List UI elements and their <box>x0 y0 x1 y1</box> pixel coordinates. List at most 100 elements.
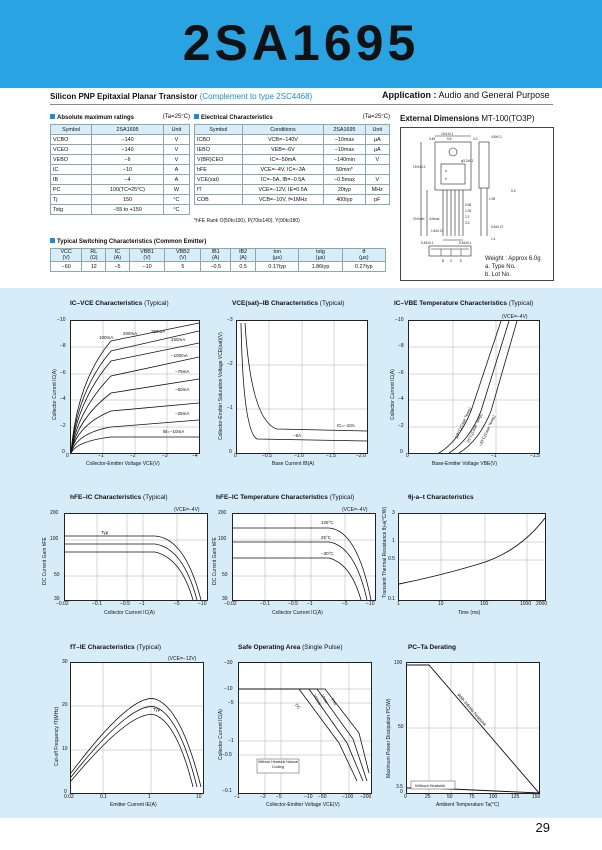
abs-max-cell: Tstg <box>49 204 93 215</box>
c4-label-0: Typ <box>101 530 109 535</box>
chart7-panel: Typ <box>70 662 204 794</box>
switching-header-cell: VCC (V) <box>49 248 83 262</box>
elec-cell: pF <box>364 194 391 205</box>
c1-ytick-2: −4 <box>60 396 66 402</box>
abs-max-cell: −55 to +150 <box>91 204 164 215</box>
abs-max-cell: A <box>162 164 191 175</box>
chart2-note: (Typical) <box>319 300 345 307</box>
switching-header-unit: (Ω) <box>89 255 98 261</box>
chart2-xlabel: Base Current IB(A) <box>272 461 315 467</box>
chart2-title-text: VCE(sat)–IB Characteristics <box>232 300 318 307</box>
chart7-ylabel: Cut-off Frequency fT(MHz) <box>54 706 60 766</box>
chart5-panel: 125°C 25°C −30°C <box>232 513 376 601</box>
dim-inner: 9.6 <box>447 137 452 141</box>
c3-xtick-2: −1.5 <box>530 453 540 459</box>
abs-max-cell: W <box>162 184 191 195</box>
chart5-title-text: hFE–IC Temperature Characteristics <box>216 494 328 501</box>
chart2-title: VCE(sat)–IB Characteristics (Typical) <box>232 300 344 307</box>
c7-xtick-1: 0.1 <box>100 794 107 800</box>
elec-cell: MHz <box>364 184 391 195</box>
dim-shoulder: 2.2 <box>465 215 470 219</box>
table-row: V(BR)CEO IC=−50mA −140min V <box>194 154 391 165</box>
c7-ytick-1: 20 <box>62 702 68 708</box>
switching-header-symbol: tstg <box>316 249 325 255</box>
switching-header-symbol: ton <box>273 249 281 255</box>
elec-cell: −10max <box>323 134 366 145</box>
c8-xtick-4: −50 <box>318 794 327 800</box>
dim-back: 5.3 <box>511 189 516 193</box>
dim-pitch-1: 5.45±0.1 <box>421 241 434 245</box>
c6-ytick-3: 0.1 <box>388 596 395 602</box>
chart3-xlabel: Base-Emitter Voltage VBE(V) <box>432 461 498 467</box>
table-row: IB −4 A <box>49 174 191 185</box>
dim-edge: 2.0 <box>473 137 478 141</box>
switching-cell: 1.86typ <box>298 261 343 272</box>
pin-e: E <box>460 259 462 263</box>
c1-label-0: 100mA <box>99 335 113 340</box>
c3-ytick-0: 0 <box>400 449 403 455</box>
elec-cell: VCB=−10V, f=1MHz <box>241 194 325 205</box>
c4-xtick-1: −0.1 <box>92 601 102 607</box>
c1-xtick-4: −4 <box>192 453 198 459</box>
chart5-note: (Typical) <box>329 494 355 501</box>
abs-max-cell: V <box>162 144 191 155</box>
elec-heading: Electrical Characteristics (Ta=25°C) <box>194 114 390 121</box>
chart3-title: IC–VBE Temperature Characteristics (Typi… <box>394 300 533 307</box>
c1-xtick-2: −2 <box>130 453 136 459</box>
dim-lead: 20.0min <box>413 217 425 221</box>
table-row: IEBO VEB=−6V −10max µA <box>194 144 391 155</box>
abs-max-cell: V <box>162 134 191 145</box>
c9-xtick-4: 100 <box>489 794 498 800</box>
c8-label-0: DC <box>294 702 302 710</box>
marking-b: b <box>445 177 447 181</box>
abs-max-cell: °C <box>162 204 191 215</box>
c5-xtick-0: −0.02 <box>224 601 237 607</box>
elec-cell: −0.5max <box>323 174 366 185</box>
switching-header-symbol: VBB1 <box>140 249 154 255</box>
package-name: MT-100(TO3P) <box>481 114 535 123</box>
elec-cell: VCE(sat) <box>194 174 243 185</box>
abs-max-cell: 150 <box>91 194 164 205</box>
elec-cell: hFE <box>194 164 243 175</box>
c4-ytick-3: 30 <box>54 596 60 602</box>
switching-header-cell: IB2 (A) <box>230 248 257 262</box>
c5-label-0: 125°C <box>321 520 334 525</box>
elec-cell: 20typ <box>323 184 366 195</box>
c2-ytick-3: −3 <box>227 317 233 323</box>
c8-ytick-3: −1 <box>228 738 234 744</box>
c4-xtick-4: −5 <box>174 601 180 607</box>
elec-header-cell: 2SA1695 <box>323 124 366 135</box>
c9-xtick-0: 0 <box>404 794 407 800</box>
section-marker-icon <box>50 238 55 243</box>
c9-ytick-0: 100 <box>394 660 403 666</box>
dim-width: 15.6±0.1 <box>441 132 454 136</box>
switching-header-symbol: VBB2 <box>175 249 190 255</box>
abs-max-heading: Absolute maximum ratings (Ta=25°C) <box>50 114 190 121</box>
dim-height: 19.9±0.3 <box>413 165 426 169</box>
switching-header-symbol: IB1 <box>211 249 220 255</box>
switching-header-cell: IC (A) <box>105 248 130 262</box>
page-number: 29 <box>535 820 550 835</box>
abs-max-cell: −4 <box>91 174 164 185</box>
c2-label-0: IC=−10A <box>337 423 355 428</box>
dim-lead-w: 0.65 <box>465 203 471 207</box>
c8-label-3: 1ms <box>330 697 338 706</box>
elec-table: Symbol Conditions 2SA1695 Unit ICBO VCB=−140V… <box>194 124 391 205</box>
abs-max-cell: VCEO <box>49 144 93 155</box>
c1-label-8: IB=−10mA <box>163 429 184 434</box>
c6-ytick-0: 3 <box>392 510 395 516</box>
table-row: VCBO −140 V <box>49 134 191 145</box>
chart1-ylabel: Collector Current IC(A) <box>52 369 58 420</box>
c8-ytick-2: −5 <box>228 700 234 706</box>
chart4-plot: Typ <box>65 514 207 601</box>
c6-xtick-3: 1000 <box>520 601 532 607</box>
table-row: VCEO −140 V <box>49 144 191 155</box>
chart1-title: IC–VCE Characteristics (Typical) <box>70 300 169 307</box>
c5-ytick-1: 100 <box>218 536 227 542</box>
chart8-note: (Single Pulse) <box>302 644 343 651</box>
c2-xtick-3: −1.5 <box>326 453 336 459</box>
dim-lead-max: 4.0max <box>429 217 440 221</box>
switching-header-symbol: tf <box>362 249 366 255</box>
elec-header-cell: Conditions <box>241 124 325 135</box>
switching-heading: Typical Switching Characteristics (Commo… <box>50 238 206 245</box>
